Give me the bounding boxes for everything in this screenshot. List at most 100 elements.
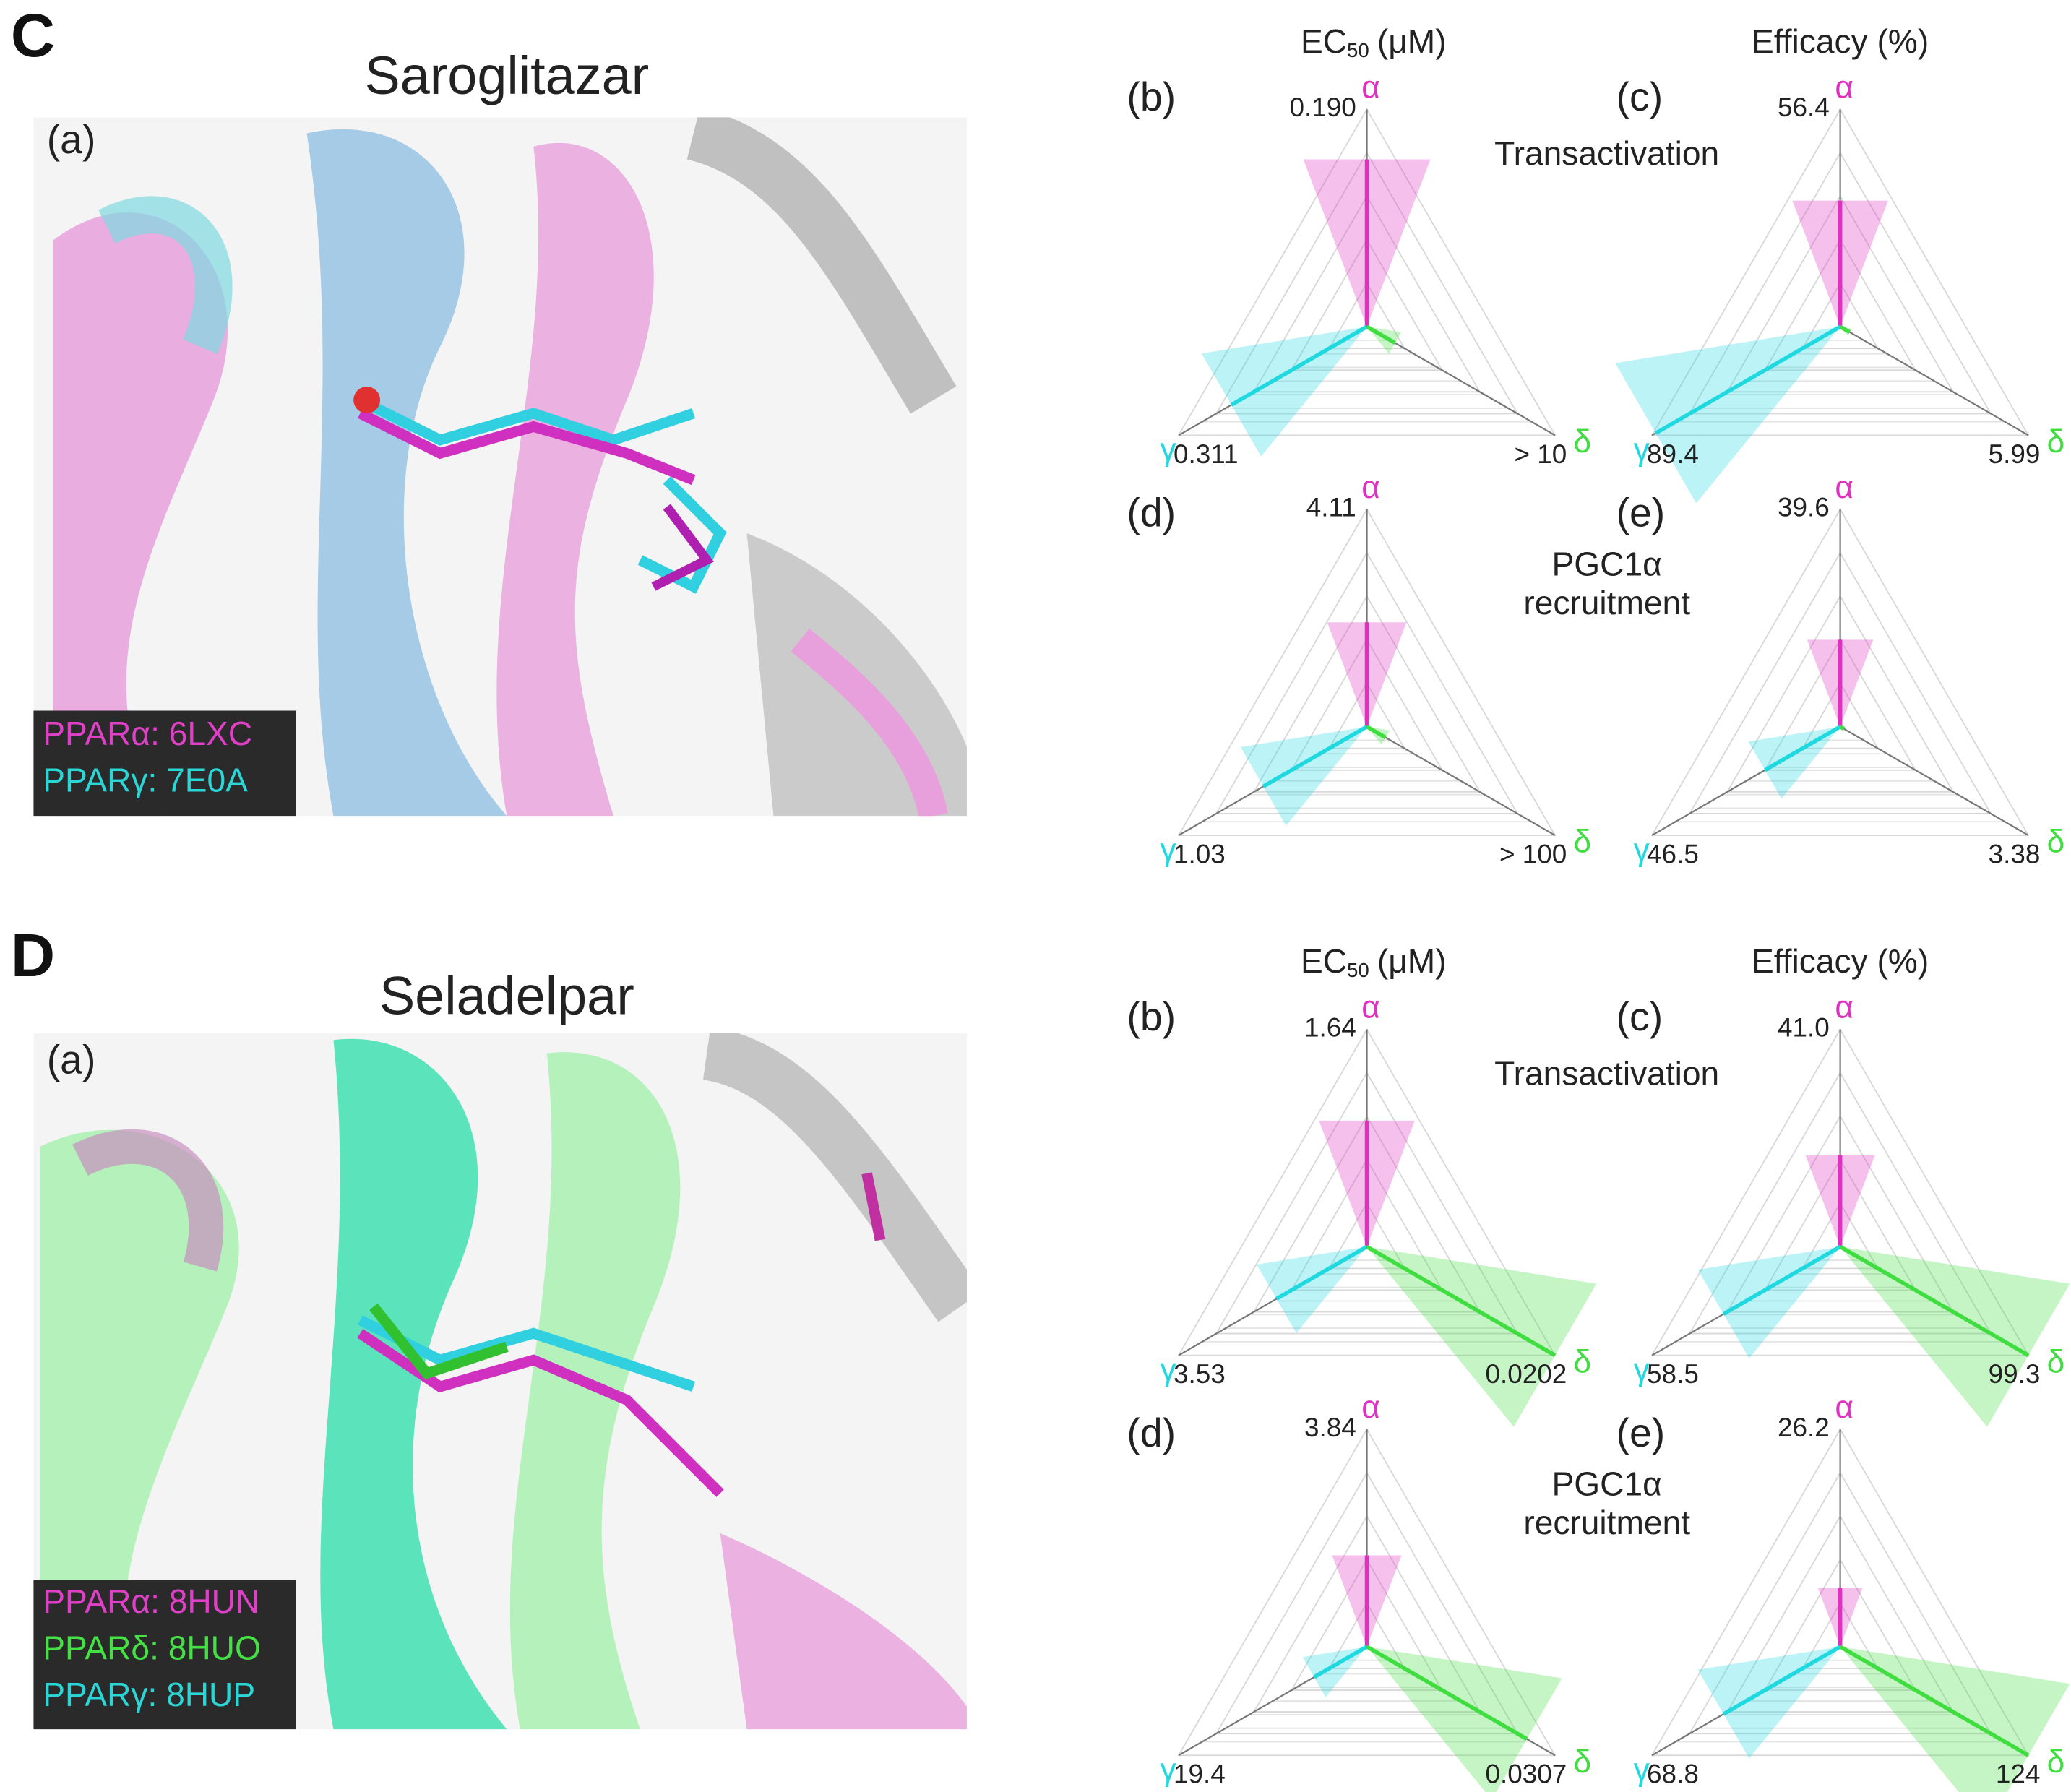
radar-spoke xyxy=(1839,324,1851,334)
axis-symbol: α xyxy=(1835,69,1853,105)
radar-fan xyxy=(1840,1646,2070,1792)
axis-symbol: α xyxy=(1361,69,1380,105)
delta-value: 99.3 xyxy=(1989,1359,2041,1389)
radar-fan xyxy=(1840,1246,2070,1427)
header-part: EC xyxy=(1301,942,1347,980)
radar-spoke xyxy=(1366,324,1396,345)
header-part: Efficacy (%) xyxy=(1752,22,1929,60)
axis-symbol: δ xyxy=(1574,824,1592,860)
radar: (c) α γ δ 41.0 58.5 99.3 xyxy=(1616,990,2070,1427)
radar-spoke xyxy=(1366,1244,1557,1358)
radar-grid xyxy=(1688,551,1992,814)
radar-grid xyxy=(1763,1558,1917,1691)
radar: (c) α γ δ 56.4 89.4 5.99 xyxy=(1615,69,2064,504)
radar-spoke xyxy=(1654,324,1841,435)
axis-symbol: α xyxy=(1361,990,1380,1025)
axis-symbol: δ xyxy=(1574,1344,1592,1379)
radar-label: (e) xyxy=(1616,1410,1666,1455)
radar-spoke xyxy=(1275,1244,1368,1301)
legend-entry: PPARα: 6LXC xyxy=(43,715,252,752)
radar-grid xyxy=(1177,1428,1557,1757)
radar: (d) α γ δ 3.84 19.4 0.0307 xyxy=(1127,1390,1591,1792)
radar-spoke xyxy=(1839,1244,2030,1358)
radar-grid xyxy=(1252,1114,1481,1313)
axis-symbol: δ xyxy=(1574,424,1592,460)
legend-entry: PPARδ: 8HUO xyxy=(43,1629,261,1667)
axis-symbol: α xyxy=(1361,1390,1380,1425)
radar-axis xyxy=(1840,326,2029,436)
radar: (e) α γ δ 26.2 68.8 124 xyxy=(1616,1390,2070,1792)
structure-label: (a) xyxy=(47,1037,96,1082)
radar: (e) α γ δ 39.6 46.5 3.38 xyxy=(1616,470,2065,869)
radar-grid xyxy=(1650,1028,2030,1356)
radar-spoke xyxy=(1839,725,1846,731)
radar-fan xyxy=(1748,726,1840,799)
radar-label: (b) xyxy=(1127,74,1176,119)
radar-grid xyxy=(1801,1202,1880,1270)
axis-symbol: γ xyxy=(1161,1352,1176,1387)
axis-symbol: δ xyxy=(1574,1744,1592,1780)
radar-grid xyxy=(1688,1471,1992,1735)
alpha-value: 0.190 xyxy=(1289,92,1356,122)
row-label: PGC1α xyxy=(1552,1465,1662,1503)
alpha-value: 39.6 xyxy=(1778,493,1830,522)
radar-fan xyxy=(1697,1646,1840,1759)
axis-symbol: δ xyxy=(2047,1344,2065,1379)
legend-entry: PPARγ: 7E0A xyxy=(43,761,248,798)
radar-fan xyxy=(1302,1646,1367,1697)
row-label: recruitment xyxy=(1523,584,1690,621)
radar-grid xyxy=(1763,238,1917,371)
radar-axis xyxy=(1366,725,1556,837)
radar-label: (c) xyxy=(1616,74,1663,119)
radar-axis xyxy=(1366,326,1556,436)
radar-spoke xyxy=(1230,324,1368,407)
radar-grid xyxy=(1290,238,1444,371)
delta-value: 5.99 xyxy=(1989,439,2041,469)
radar-fan xyxy=(1366,1646,1562,1792)
radar-grid xyxy=(1252,194,1481,393)
axis-symbol: γ xyxy=(1161,432,1176,468)
radar-grid xyxy=(1688,151,1992,415)
radar: (b) α γ δ 1.64 3.53 0.0202 xyxy=(1127,990,1597,1427)
radar-spoke xyxy=(1313,1645,1368,1679)
gamma-value: 68.8 xyxy=(1647,1759,1699,1789)
gamma-value: 0.311 xyxy=(1174,439,1239,469)
gamma-value: 19.4 xyxy=(1174,1759,1226,1789)
radar-grid xyxy=(1327,282,1406,350)
radar-grid xyxy=(1215,1071,1519,1335)
radar-grid xyxy=(1688,1071,1992,1335)
compound-name: Saroglitazar xyxy=(364,46,649,105)
delta-value: 0.0307 xyxy=(1485,1759,1567,1789)
header-part: 50 xyxy=(1347,959,1369,981)
axis-symbol: γ xyxy=(1634,832,1650,868)
alpha-value: 4.11 xyxy=(1306,493,1356,522)
radar-grid xyxy=(1726,1114,1955,1313)
radar-grid xyxy=(1252,595,1481,793)
radar-spoke xyxy=(1839,1645,2030,1757)
radar: (b) α γ δ 0.190 0.311 > 10 xyxy=(1127,69,1591,468)
row-label: Transactivation xyxy=(1494,134,1719,172)
radar-label: (c) xyxy=(1616,994,1663,1039)
radar-fan xyxy=(1366,1246,1597,1427)
radar-grid xyxy=(1650,508,2030,836)
figure-panel: D Seladelpar (a) PPARα: 8HUN PPARδ: 8HUO PPAR… xyxy=(11,921,2070,1792)
radar-label: (e) xyxy=(1616,491,1666,535)
radar-grid xyxy=(1327,681,1406,749)
radar-grid xyxy=(1763,1158,1917,1291)
axis-symbol: γ xyxy=(1634,1352,1650,1387)
alpha-value: 26.2 xyxy=(1778,1413,1830,1442)
radar-spoke xyxy=(1722,1244,1841,1316)
axis-symbol: α xyxy=(1835,1390,1853,1425)
axis-symbol: α xyxy=(1835,470,1853,505)
radar-grid xyxy=(1726,194,1955,393)
radar-label: (d) xyxy=(1127,1410,1176,1455)
radar-fan xyxy=(1201,327,1367,457)
radar-grid xyxy=(1177,508,1557,836)
radar-axis xyxy=(1840,725,2029,837)
radar-grid xyxy=(1215,551,1519,814)
alpha-value: 41.0 xyxy=(1778,1012,1830,1042)
radar-grid xyxy=(1650,1428,2030,1757)
structure-label: (a) xyxy=(47,117,96,162)
